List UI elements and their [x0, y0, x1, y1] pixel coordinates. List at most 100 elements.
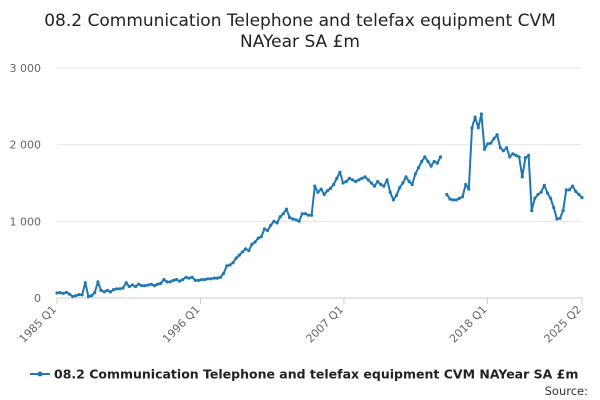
data-point-158: [552, 205, 556, 210]
data-point-59: [240, 250, 245, 254]
data-point-18: [112, 288, 116, 292]
chart-title-line-1: 08.2 Communication Telephone and telefax…: [44, 11, 556, 31]
data-point-100: [369, 181, 373, 185]
data-point-70: [275, 221, 279, 225]
data-point-5: [71, 294, 75, 299]
data-point-155: [542, 183, 546, 187]
data-point-37: [171, 278, 175, 282]
data-point-130: [464, 182, 468, 187]
data-point-85: [322, 192, 326, 197]
legend[interactable]: 08.2 Communication Telephone and telefax…: [30, 367, 578, 382]
data-point-14: [99, 288, 103, 292]
data-point-79: [303, 212, 307, 216]
data-point-142: [501, 149, 505, 153]
data-point-34: [162, 278, 166, 282]
data-point-61: [247, 248, 251, 253]
data-point-57: [234, 256, 238, 260]
data-point-56: [231, 261, 235, 265]
data-point-115: [416, 166, 421, 170]
legend-label: 08.2 Communication Telephone and telefax…: [54, 367, 578, 382]
series-line-0: [56, 113, 583, 298]
data-point-43: [190, 275, 194, 279]
data-point-146: [514, 153, 518, 157]
x-tick-label-2: 2007 Q1: [304, 303, 347, 346]
data-point-31: [152, 284, 157, 288]
data-point-159: [555, 217, 559, 221]
data-point-163: [567, 188, 572, 192]
data-point-135: [479, 112, 483, 116]
data-point-3: [64, 290, 68, 294]
data-point-35: [165, 280, 169, 284]
data-point-153: [536, 192, 540, 197]
data-point-8: [80, 293, 84, 297]
data-point-38: [174, 278, 179, 282]
data-point-24: [130, 283, 134, 287]
data-point-62: [250, 242, 254, 246]
data-point-114: [413, 172, 417, 176]
data-point-9: [83, 281, 87, 285]
data-point-109: [398, 186, 402, 190]
data-point-110: [401, 181, 405, 185]
data-point-162: [564, 188, 568, 192]
x-tick-label-4: 2025 Q2: [542, 303, 585, 346]
data-point-164: [571, 184, 575, 188]
data-point-42: [187, 276, 191, 280]
data-point-6: [74, 294, 78, 298]
data-point-106: [388, 190, 392, 194]
y-tick-label-3: 3 000: [10, 62, 42, 75]
data-point-83: [316, 190, 320, 194]
data-point-28: [143, 284, 147, 288]
data-point-69: [272, 219, 276, 223]
data-point-161: [561, 209, 565, 213]
source-label[interactable]: Source:: [545, 384, 588, 398]
data-point-93: [347, 176, 351, 180]
data-point-60: [244, 247, 248, 251]
data-point-26: [137, 282, 141, 286]
chart-title-line-2: NAYear SA £m: [240, 32, 360, 52]
data-point-126: [451, 198, 455, 202]
data-point-13: [96, 280, 100, 284]
data-point-67: [266, 228, 270, 233]
data-point-32: [156, 282, 160, 286]
x-tick-label-0: 1985 Q1: [17, 303, 60, 346]
y-tick-label-2: 2 000: [10, 139, 42, 152]
data-point-94: [350, 178, 355, 182]
data-point-117: [423, 155, 427, 159]
x-tick-label-3: 2018 Q1: [447, 303, 490, 346]
data-point-88: [332, 182, 336, 187]
data-point-48: [206, 277, 210, 281]
data-point-27: [140, 284, 144, 288]
x-tick-label-1: 1996 Q1: [160, 303, 203, 346]
y-axis-ticks: 0 1 000 2 000 3 000: [10, 62, 42, 305]
data-point-84: [319, 187, 323, 191]
data-point-30: [149, 282, 153, 286]
data-point-11: [90, 294, 94, 298]
data-point-49: [209, 277, 213, 281]
data-point-52: [218, 275, 223, 279]
data-point-29: [146, 283, 150, 287]
data-point-71: [278, 215, 282, 219]
data-point-129: [460, 195, 465, 199]
data-point-111: [404, 175, 408, 179]
data-point-108: [394, 193, 399, 197]
data-point-148: [520, 175, 524, 179]
data-point-96: [357, 178, 361, 182]
data-point-46: [200, 278, 204, 282]
data-point-139: [492, 136, 496, 141]
data-point-40: [181, 278, 185, 282]
data-point-87: [328, 186, 333, 190]
data-point-97: [360, 176, 364, 180]
data-point-136: [482, 147, 487, 151]
data-point-2: [61, 291, 65, 295]
data-point-75: [291, 217, 295, 221]
x-axis-ticks: 1985 Q1 1996 Q1 2007 Q1 2018 Q1 2025 Q2: [17, 298, 585, 346]
data-point-112: [407, 179, 411, 184]
data-point-150: [527, 153, 531, 157]
data-point-133: [473, 115, 477, 119]
data-point-98: [363, 175, 367, 179]
data-point-16: [105, 288, 109, 292]
data-point-91: [341, 181, 345, 185]
data-point-77: [297, 219, 301, 223]
data-point-118: [426, 159, 430, 164]
